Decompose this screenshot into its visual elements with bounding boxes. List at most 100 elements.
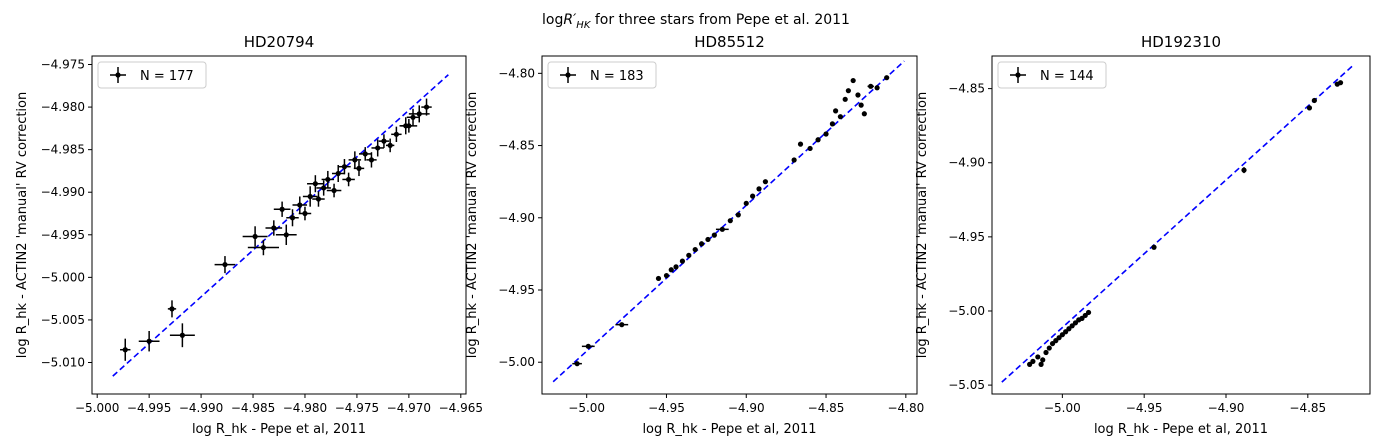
data-point [366,152,377,168]
data-point [342,172,355,187]
point-marker [791,157,797,163]
data-point [331,164,345,183]
legend-box [997,61,1107,89]
chart-title: HD85512 [694,33,765,51]
legend-label: N = 177 [140,69,194,84]
point-marker [362,151,368,157]
y-tick-label: −4.980 [41,100,85,114]
point-marker [297,202,303,208]
point-marker [331,187,337,194]
data-point [400,119,418,133]
data-point [338,159,351,175]
x-tick-label: −4.990 [179,401,223,415]
data-point [698,241,705,247]
point-marker [686,252,692,258]
x-tick-label: −4.85 [808,401,845,415]
point-marker [663,272,670,279]
point-marker [1306,105,1313,111]
point-marker [705,236,711,243]
data-point [138,330,160,352]
point-marker [393,131,399,137]
data-point [858,102,864,108]
data-point [874,85,880,91]
y-tick-label: −4.995 [41,228,85,242]
point-marker [122,347,128,353]
data-point [615,322,629,328]
data-point [386,138,395,153]
data-point [371,139,384,157]
point-marker [807,145,813,152]
point-marker [387,142,393,148]
data-point [1027,361,1033,367]
data-point [756,186,762,192]
data-point [797,141,804,147]
point-marker [679,258,686,264]
y-tick-label: −5.00 [948,304,985,318]
y-tick-label: −4.90 [498,211,535,225]
x-tick-label: −4.980 [283,401,327,415]
point-marker [1311,97,1317,104]
data-point [265,220,283,236]
point-marker [260,244,267,251]
data-point [715,226,729,232]
point-marker [1241,167,1247,173]
data-point [867,83,874,89]
x-tick-label: −4.90 [728,401,765,415]
data-point [711,232,717,238]
x-tick-label: −4.90 [1208,401,1245,415]
plot-area [1001,64,1355,383]
legend-marker-dot [1015,72,1021,78]
y-tick-label: −4.985 [41,143,85,157]
x-tick-label: −5.00 [568,401,605,415]
point-marker [1046,345,1052,351]
data-point [1046,345,1052,351]
legend: N = 183 [547,61,657,89]
point-marker [1043,349,1049,356]
point-marker [279,206,285,212]
figure-suptitle: logR′HK for three stars from Pepe et al.… [542,12,850,31]
point-marker [1035,354,1041,360]
data-point [167,300,177,318]
data-point [406,108,420,126]
data-point [572,361,582,367]
point-marker [1085,309,1092,316]
y-tick-label: −5.010 [41,355,85,369]
y-tick-label: −4.85 [948,82,985,96]
point-marker [341,164,348,170]
point-marker [735,212,741,218]
data-point [855,92,861,98]
point-marker [321,185,327,191]
data-point [815,137,821,143]
axes-frame [541,55,918,395]
y-tick-label: −4.80 [498,66,535,80]
data-point [326,183,342,198]
data-point [321,170,335,188]
point-marker [1337,80,1344,86]
chart-panel-3: HD192310 −5.00 −4.95 −4.90 −4.85 −5.05 −5.00 −4… [915,33,1371,437]
data-point [845,88,851,94]
point-marker [861,111,867,117]
plot-area [552,60,905,383]
point-marker [858,102,864,108]
point-marker [271,225,277,231]
point-marker [1027,361,1033,367]
x-tick-label: −4.95 [1126,401,1163,415]
x-tick-label: −5.00 [1044,401,1081,415]
data-point [750,193,756,199]
x-axis-label: log R_hk - Pepe et al, 2011 [192,422,366,437]
x-tick-label: −4.995 [127,401,171,415]
data-point [242,226,268,247]
data-point [302,186,318,207]
point-marker [727,218,733,224]
data-point [1311,97,1317,104]
point-marker [222,261,228,268]
y-tick-label: −4.90 [948,156,985,170]
data-point [842,96,848,102]
point-marker [797,141,804,147]
point-marker [655,275,662,282]
point-marker [833,108,839,114]
data-point [837,114,844,120]
point-marker [335,170,341,177]
legend-marker-dot [115,72,121,78]
y-tick-label: −4.85 [498,139,535,153]
